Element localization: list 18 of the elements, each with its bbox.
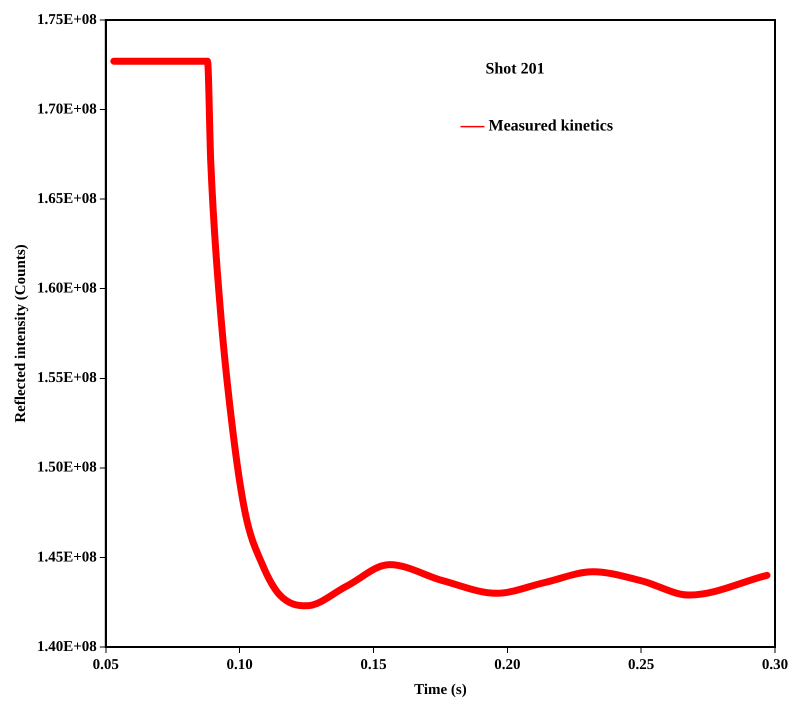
x-tick-label: 0.20 <box>494 656 520 673</box>
y-tick-label: 1.40E+08 <box>36 638 97 655</box>
y-tick-label: 1.75E+08 <box>36 12 97 28</box>
annotation: Shot 201 <box>485 60 545 78</box>
x-axis-title: Time (s) <box>414 682 467 698</box>
legend-label: Measured kinetics <box>488 118 614 135</box>
x-tick-label: 0.15 <box>360 656 387 673</box>
x-tick-label: 0.25 <box>628 656 654 673</box>
y-tick-label: 1.45E+08 <box>36 549 97 566</box>
y-tick-label: 1.65E+08 <box>36 191 97 208</box>
y-tick-label: 1.60E+08 <box>36 280 97 297</box>
x-tick-label: 0.30 <box>762 656 788 673</box>
y-axis-title: Reflected intensity (Counts) <box>12 244 29 423</box>
y-tick-label: 1.50E+08 <box>36 460 97 476</box>
x-tick-label: 0.05 <box>92 656 119 673</box>
y-tick-label: 1.70E+08 <box>36 101 97 118</box>
x-tick-label: 0.10 <box>226 656 253 673</box>
y-tick-label: 1.55E+08 <box>36 370 97 386</box>
